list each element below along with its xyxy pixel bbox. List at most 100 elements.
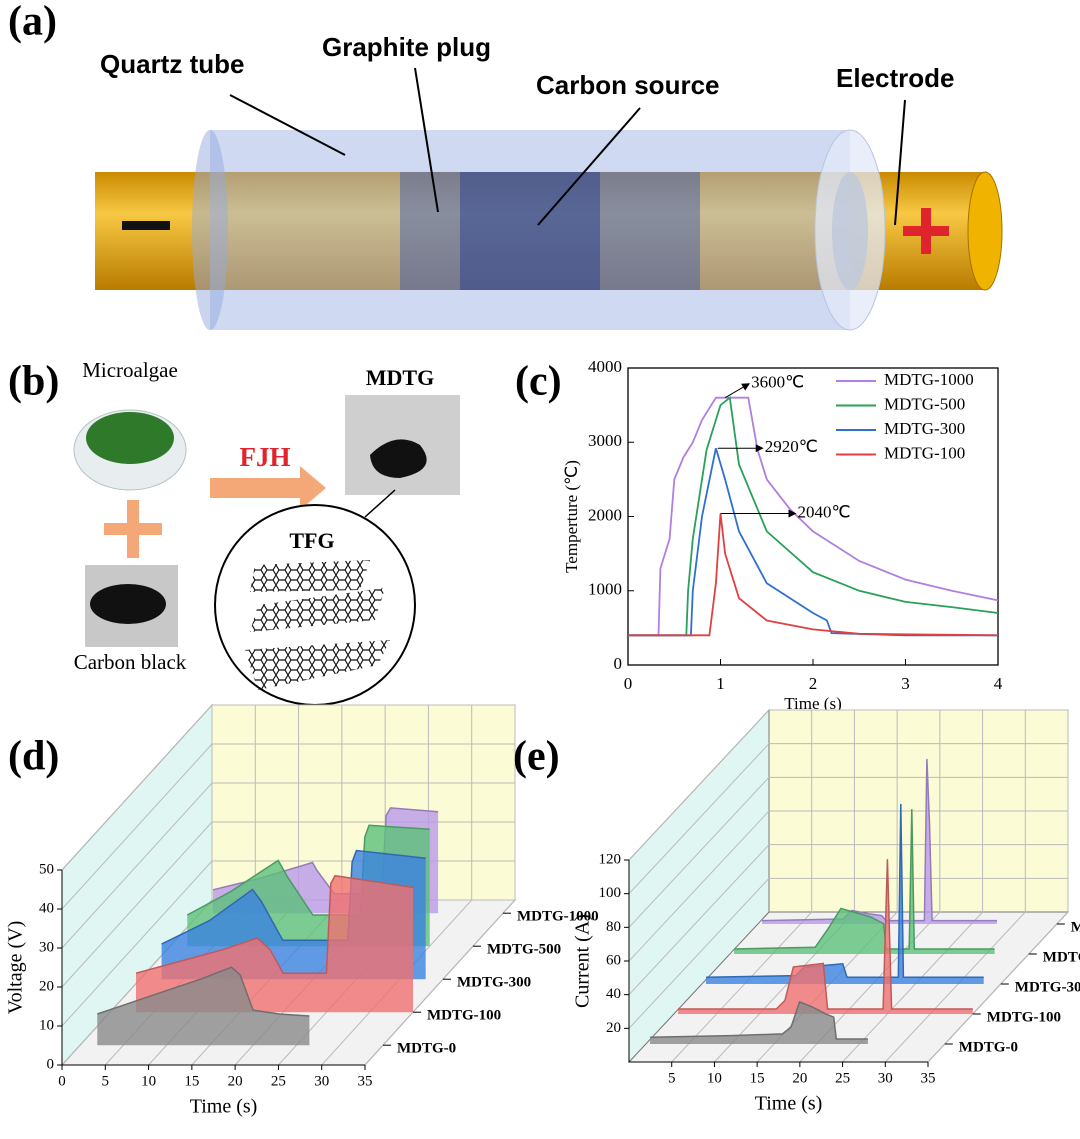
y-tick-label: 30 bbox=[39, 939, 54, 955]
label: MDTG bbox=[366, 365, 434, 390]
grid-line bbox=[842, 911, 983, 1063]
callout-line bbox=[894, 99, 906, 226]
quartz-tube bbox=[210, 130, 850, 330]
depth-label: MDTG-0 bbox=[397, 1041, 456, 1057]
depth-label: MDTG-500 bbox=[1043, 949, 1080, 965]
series-area bbox=[97, 967, 310, 1046]
annotation: 2920℃ bbox=[765, 437, 818, 456]
grid-line bbox=[628, 743, 770, 895]
depth-label: MDTG-1000 bbox=[517, 909, 599, 925]
callout-label: Graphite plug bbox=[322, 32, 491, 62]
callout-label: Carbon source bbox=[536, 70, 720, 100]
x-tick-label: 10 bbox=[141, 1073, 156, 1089]
label: Microalgae bbox=[82, 358, 178, 382]
graphene-sheet bbox=[250, 588, 385, 632]
x-tick-label: 20 bbox=[792, 1070, 807, 1086]
grid-line bbox=[61, 704, 213, 871]
graphite-plug bbox=[400, 172, 700, 290]
y-tick-label: 10 bbox=[39, 1017, 54, 1033]
grid-line bbox=[61, 860, 213, 1027]
x-tick-label: 30 bbox=[314, 1073, 329, 1089]
callout-line bbox=[537, 107, 641, 226]
grid-line bbox=[364, 899, 516, 1066]
y-tick-label: 3000 bbox=[588, 431, 622, 450]
x-tick-label: 25 bbox=[835, 1070, 850, 1086]
grid-line bbox=[884, 911, 1026, 1063]
x-axis-label: Time (s) bbox=[190, 1096, 258, 1118]
series-line bbox=[186, 824, 430, 916]
grid-line bbox=[628, 844, 770, 996]
mdtg-powder bbox=[370, 439, 427, 478]
x-tick-label: 5 bbox=[668, 1070, 676, 1086]
depth-label: MDTG-100 bbox=[427, 1008, 501, 1024]
y-tick-label: 0 bbox=[47, 1056, 55, 1072]
grid-line bbox=[61, 782, 213, 949]
y-tick-label: 50 bbox=[39, 861, 54, 877]
callout-line bbox=[229, 94, 346, 156]
callout-label: Electrode bbox=[836, 63, 955, 93]
process-label: FJH bbox=[240, 442, 291, 472]
series-line bbox=[628, 396, 999, 637]
callout-line bbox=[414, 67, 439, 213]
series-line bbox=[628, 396, 999, 637]
y-tick-label: 0 bbox=[614, 654, 623, 673]
depth-label: MDTG-500 bbox=[487, 942, 561, 958]
x-tick-label: 3 bbox=[901, 674, 910, 693]
x-tick-label: 35 bbox=[921, 1070, 936, 1086]
grid-line bbox=[61, 743, 213, 910]
plus-sign bbox=[104, 523, 162, 535]
callout-label: Quartz tube bbox=[100, 49, 244, 79]
depth-label: MDTG-1000 bbox=[1071, 919, 1080, 935]
tube-end-left bbox=[192, 130, 228, 330]
legend-label: MDTG-100 bbox=[884, 443, 965, 462]
graphene-sheet bbox=[250, 560, 370, 592]
grid-line bbox=[628, 877, 770, 1029]
series-line bbox=[97, 966, 310, 1017]
y-tick-label: 40 bbox=[39, 900, 54, 916]
x-tick-label: 35 bbox=[358, 1073, 373, 1089]
y-tick-label: 1000 bbox=[588, 580, 622, 599]
series-line bbox=[161, 849, 426, 945]
x-tick-label: 15 bbox=[184, 1073, 199, 1089]
label: TFG bbox=[289, 528, 334, 553]
microalgae-powder bbox=[86, 412, 174, 464]
x-tick-label: 4 bbox=[994, 674, 1003, 693]
annotation: 2040℃ bbox=[798, 502, 851, 521]
y-tick-label: 20 bbox=[39, 978, 54, 994]
panel-label: (e) bbox=[513, 734, 560, 780]
graphene-sheet bbox=[245, 640, 390, 690]
annotation-arrow bbox=[724, 383, 750, 399]
panel-a: (a) Quartz tube Graphite plug Carbon sou… bbox=[8, 0, 1003, 331]
depth-label: MDTG-100 bbox=[987, 1009, 1061, 1025]
panel-b: (b) Microalgae Carbon black FJH MDTG TFG bbox=[8, 358, 460, 706]
y-tick-label: 40 bbox=[606, 986, 621, 1002]
panel-label: (d) bbox=[8, 734, 59, 780]
x-axis-label: Time (s) bbox=[755, 1093, 823, 1115]
grid-line bbox=[628, 810, 770, 962]
panel-label: (b) bbox=[8, 359, 59, 405]
plus-sign bbox=[921, 208, 931, 254]
x-tick-label: 20 bbox=[228, 1073, 243, 1089]
y-tick-label: 2000 bbox=[588, 505, 622, 524]
x-tick-label: 25 bbox=[271, 1073, 286, 1089]
y-tick-label: 4000 bbox=[588, 357, 622, 376]
panel-label: (a) bbox=[8, 0, 57, 45]
x-tick-label: 2 bbox=[809, 674, 818, 693]
x-tick-label: 30 bbox=[878, 1070, 893, 1086]
annotation: 3600℃ bbox=[751, 373, 804, 392]
grid-line bbox=[628, 709, 770, 861]
carbon-source bbox=[460, 172, 600, 290]
y-tick-label: 120 bbox=[599, 851, 622, 867]
legend-label: MDTG-1000 bbox=[884, 370, 974, 389]
rod-end bbox=[967, 171, 1003, 291]
x-tick-label: 1 bbox=[716, 674, 725, 693]
grid-line bbox=[628, 776, 770, 928]
y-tick-label: 20 bbox=[606, 1020, 621, 1036]
x-axis-label: Time (s) bbox=[784, 694, 841, 713]
y-tick-label: 80 bbox=[606, 919, 621, 935]
callout-line bbox=[364, 489, 396, 518]
carbon-black-powder bbox=[90, 584, 166, 624]
series-area bbox=[650, 1001, 868, 1044]
series-line bbox=[135, 874, 414, 974]
